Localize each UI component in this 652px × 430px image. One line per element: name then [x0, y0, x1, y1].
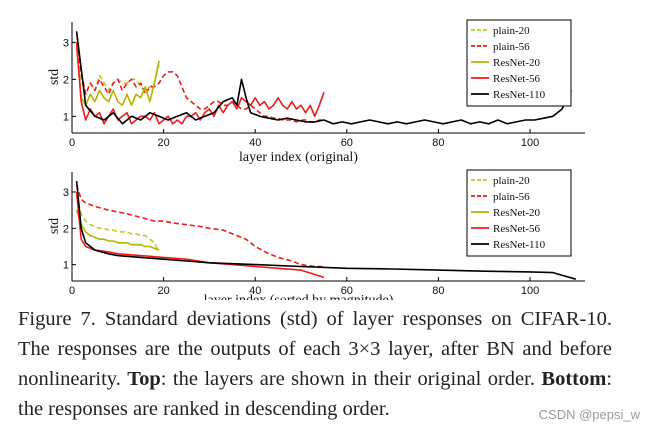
series-line-plain-56 — [75, 184, 324, 268]
legend-label: plain-56 — [493, 191, 530, 203]
series-line-plain-56 — [75, 42, 324, 123]
x-axis-label: layer index (original) — [239, 150, 358, 165]
series-line-resnet-20 — [75, 46, 160, 107]
legend-label: ResNet-110 — [493, 89, 546, 101]
caption-top-label: Top — [127, 368, 161, 390]
caption-bottom-label: Bottom — [541, 368, 607, 390]
x-tick-label: 40 — [249, 285, 261, 297]
series-line-resnet-56 — [75, 191, 325, 279]
legend-label: ResNet-56 — [493, 223, 541, 235]
legend-label: ResNet-56 — [493, 73, 541, 85]
y-axis-label: std — [47, 218, 62, 234]
legend-box — [466, 169, 572, 257]
legend-box — [466, 19, 572, 107]
watermark: CSDN @pepsi_w — [538, 407, 640, 422]
caption-text-2: : the layers are shown in their original… — [160, 368, 542, 390]
series-line-plain-20 — [75, 195, 160, 253]
legend: plain-20 plain-56 ResNet-20 ResNet-56 ResNet… — [466, 19, 572, 107]
chart-panel-2: 0 20 40 60 80 100 1 2 3 layer index (sorted by ma… — [47, 169, 585, 300]
y-tick-label: 1 — [63, 111, 69, 123]
y-tick-label: 3 — [63, 187, 69, 199]
legend-label: plain-20 — [493, 25, 530, 37]
x-tick-label: 100 — [521, 137, 539, 149]
series-line-resnet-20 — [75, 209, 160, 251]
x-tick-label: 60 — [341, 137, 353, 149]
legend-label: plain-56 — [493, 41, 530, 53]
legend-label: plain-20 — [493, 175, 530, 187]
x-axis-label: layer index (sorted by magnitude) — [204, 293, 394, 300]
y-axis-label: std — [47, 69, 62, 85]
x-tick-label: 40 — [249, 137, 261, 149]
y-tick-label: 2 — [63, 223, 69, 235]
series-line-plain-20 — [75, 34, 160, 95]
y-tick-label: 1 — [63, 260, 69, 272]
x-tick-label: 0 — [69, 137, 75, 149]
series-line-resnet-110 — [75, 181, 577, 280]
x-tick-label: 20 — [157, 285, 169, 297]
x-tick-label: 80 — [432, 137, 444, 149]
legend-label: ResNet-20 — [493, 207, 541, 219]
caption-figure-label: Figure 7. — [18, 308, 96, 330]
chart-panel-1: 0 20 40 60 80 100 1 2 3 layer index (original) std… — [47, 19, 585, 165]
series-line-resnet-110 — [75, 31, 573, 125]
y-tick-label: 3 — [63, 37, 69, 49]
x-tick-label: 80 — [432, 285, 444, 297]
legend-label: ResNet-20 — [493, 57, 541, 69]
y-tick-label: 2 — [63, 74, 69, 86]
series-line-resnet-56 — [75, 42, 325, 125]
legend: plain-20 plain-56 ResNet-20 ResNet-56 ResNet… — [466, 169, 572, 257]
caption-text-3: : the responses are ranked in descending… — [18, 368, 613, 420]
x-tick-label: 20 — [157, 137, 169, 149]
x-tick-label: 60 — [341, 285, 353, 297]
figure-caption: Figure 7. Standard deviations (std) of l… — [18, 304, 612, 424]
x-tick-label: 0 — [69, 285, 75, 297]
legend-label: ResNet-110 — [493, 239, 546, 251]
x-tick-label: 100 — [521, 285, 539, 297]
caption-text-1: Standard deviations (std) of layer respo… — [18, 308, 612, 390]
